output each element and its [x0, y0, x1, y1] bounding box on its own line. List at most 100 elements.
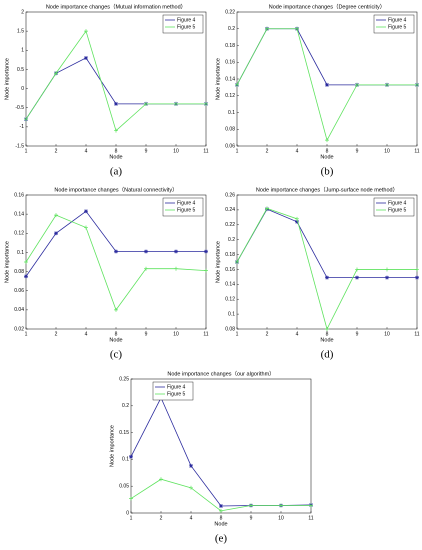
x-tick-label: 2 [55, 148, 58, 154]
point-marker [129, 496, 133, 501]
point-marker [204, 249, 208, 254]
point-marker [295, 216, 299, 221]
point-marker [355, 267, 359, 272]
y-tick-label: 0.26 [225, 192, 235, 198]
y-tick-label: 0.08 [14, 269, 24, 275]
x-tick-label: 8 [326, 331, 329, 337]
point-marker [24, 274, 28, 279]
y-tick-label: 0.2 [122, 403, 129, 409]
y-axis-label: Node importance [4, 58, 10, 100]
y-tick-label: 0.22 [225, 222, 235, 228]
x-tick-label: 11 [203, 331, 208, 337]
y-tick-label: 0.05 [119, 484, 129, 490]
point-marker [295, 219, 299, 224]
y-tick-label: 0.02 [14, 326, 24, 332]
y-tick-label: 0.24 [225, 207, 235, 213]
plot-frame [236, 11, 418, 147]
y-tick-label: 1 [21, 48, 24, 54]
x-axis-label: Node [109, 337, 122, 343]
plot-frame [25, 11, 207, 147]
y-tick-label: 0.1 [228, 311, 235, 317]
y-tick-label: -1.5 [15, 143, 24, 149]
point-marker [204, 268, 208, 273]
y-tick-label: 0.06 [225, 143, 235, 149]
point-marker [144, 101, 148, 106]
x-tick-label: 8 [220, 515, 223, 521]
y-tick-label: 0.06 [14, 288, 24, 294]
x-tick-label: 11 [414, 331, 419, 337]
y-axis-label: Node importance [4, 241, 10, 283]
y-tick-label: 0.1 [17, 250, 24, 256]
point-marker [355, 275, 359, 280]
y-tick-label: 0.14 [225, 76, 235, 82]
y-tick-label: 0.18 [225, 43, 235, 49]
x-axis-label: Node [320, 337, 333, 343]
chart-title: Node importance changes（Mutual informati… [46, 3, 186, 10]
legend-box [152, 381, 194, 401]
point-marker [415, 82, 419, 87]
legend-label: Figure 5 [388, 207, 407, 213]
y-tick-label: -1 [20, 124, 25, 130]
point-marker [84, 209, 88, 214]
chart-title: Node importance changes（Degree centricit… [269, 3, 385, 10]
x-tick-label: 8 [115, 331, 118, 337]
x-tick-label: 10 [173, 148, 179, 154]
point-marker [385, 267, 389, 272]
legend-box [162, 14, 204, 34]
point-marker [114, 307, 118, 312]
legend-label: Figure 4 [388, 200, 407, 206]
y-tick-label: 0.16 [14, 192, 24, 198]
y-tick-label: 0.18 [225, 252, 235, 258]
point-marker [174, 101, 178, 106]
legend-box [162, 197, 204, 217]
point-marker [279, 503, 283, 508]
x-tick-label: 11 [308, 515, 313, 521]
chart-panel: Node importance changes（our algorithm） 0 0… [109, 370, 313, 544]
y-tick-label: 0.2 [228, 26, 235, 32]
y-axis-label: Node importance [215, 58, 221, 100]
y-tick-label: 0.1 [122, 457, 129, 463]
legend-label: Figure 4 [388, 17, 407, 23]
x-tick-label: 10 [384, 331, 390, 337]
point-marker [54, 231, 58, 236]
point-marker [129, 454, 133, 459]
point-marker [189, 463, 193, 468]
x-tick-label: 4 [85, 148, 88, 154]
point-marker [24, 260, 28, 264]
y-tick-label: 0 [126, 510, 129, 516]
x-tick-label: 1 [236, 148, 239, 154]
y-tick-label: 1.5 [17, 28, 24, 34]
x-tick-label: 9 [145, 148, 148, 154]
x-tick-label: 2 [266, 331, 269, 337]
point-marker [325, 275, 329, 280]
x-tick-label: 9 [145, 331, 148, 337]
x-tick-label: 11 [414, 148, 419, 154]
x-tick-label: 10 [173, 331, 179, 337]
y-tick-label: 0.25 [119, 376, 129, 382]
legend-box [373, 14, 415, 34]
y-tick-label: 0.12 [225, 297, 235, 303]
x-axis-label: Node [214, 521, 227, 527]
legend-label: Figure 4 [177, 200, 196, 206]
point-marker [415, 275, 419, 280]
point-marker [144, 249, 148, 254]
x-tick-label: 4 [296, 331, 299, 337]
chart-panel: Node importance changes（Jump-surface nod… [215, 186, 419, 360]
point-marker [84, 55, 88, 60]
x-tick-label: 4 [190, 515, 193, 521]
point-marker [174, 266, 178, 271]
y-tick-label: 0.12 [225, 93, 235, 99]
x-axis-label: Node [320, 154, 333, 160]
x-tick-label: 2 [160, 515, 163, 521]
x-tick-label: 4 [85, 331, 88, 337]
x-tick-label: 9 [250, 515, 253, 521]
y-tick-label: 0 [21, 86, 24, 92]
point-marker [144, 266, 148, 271]
x-tick-label: 11 [203, 148, 208, 154]
chart-panel: Node importance changes（Natural connecti… [4, 186, 208, 360]
y-tick-label: 0.14 [14, 211, 24, 217]
chart-panel: Node importance changes（Degree centricit… [215, 3, 419, 177]
point-marker [385, 275, 389, 280]
point-marker [54, 71, 58, 76]
